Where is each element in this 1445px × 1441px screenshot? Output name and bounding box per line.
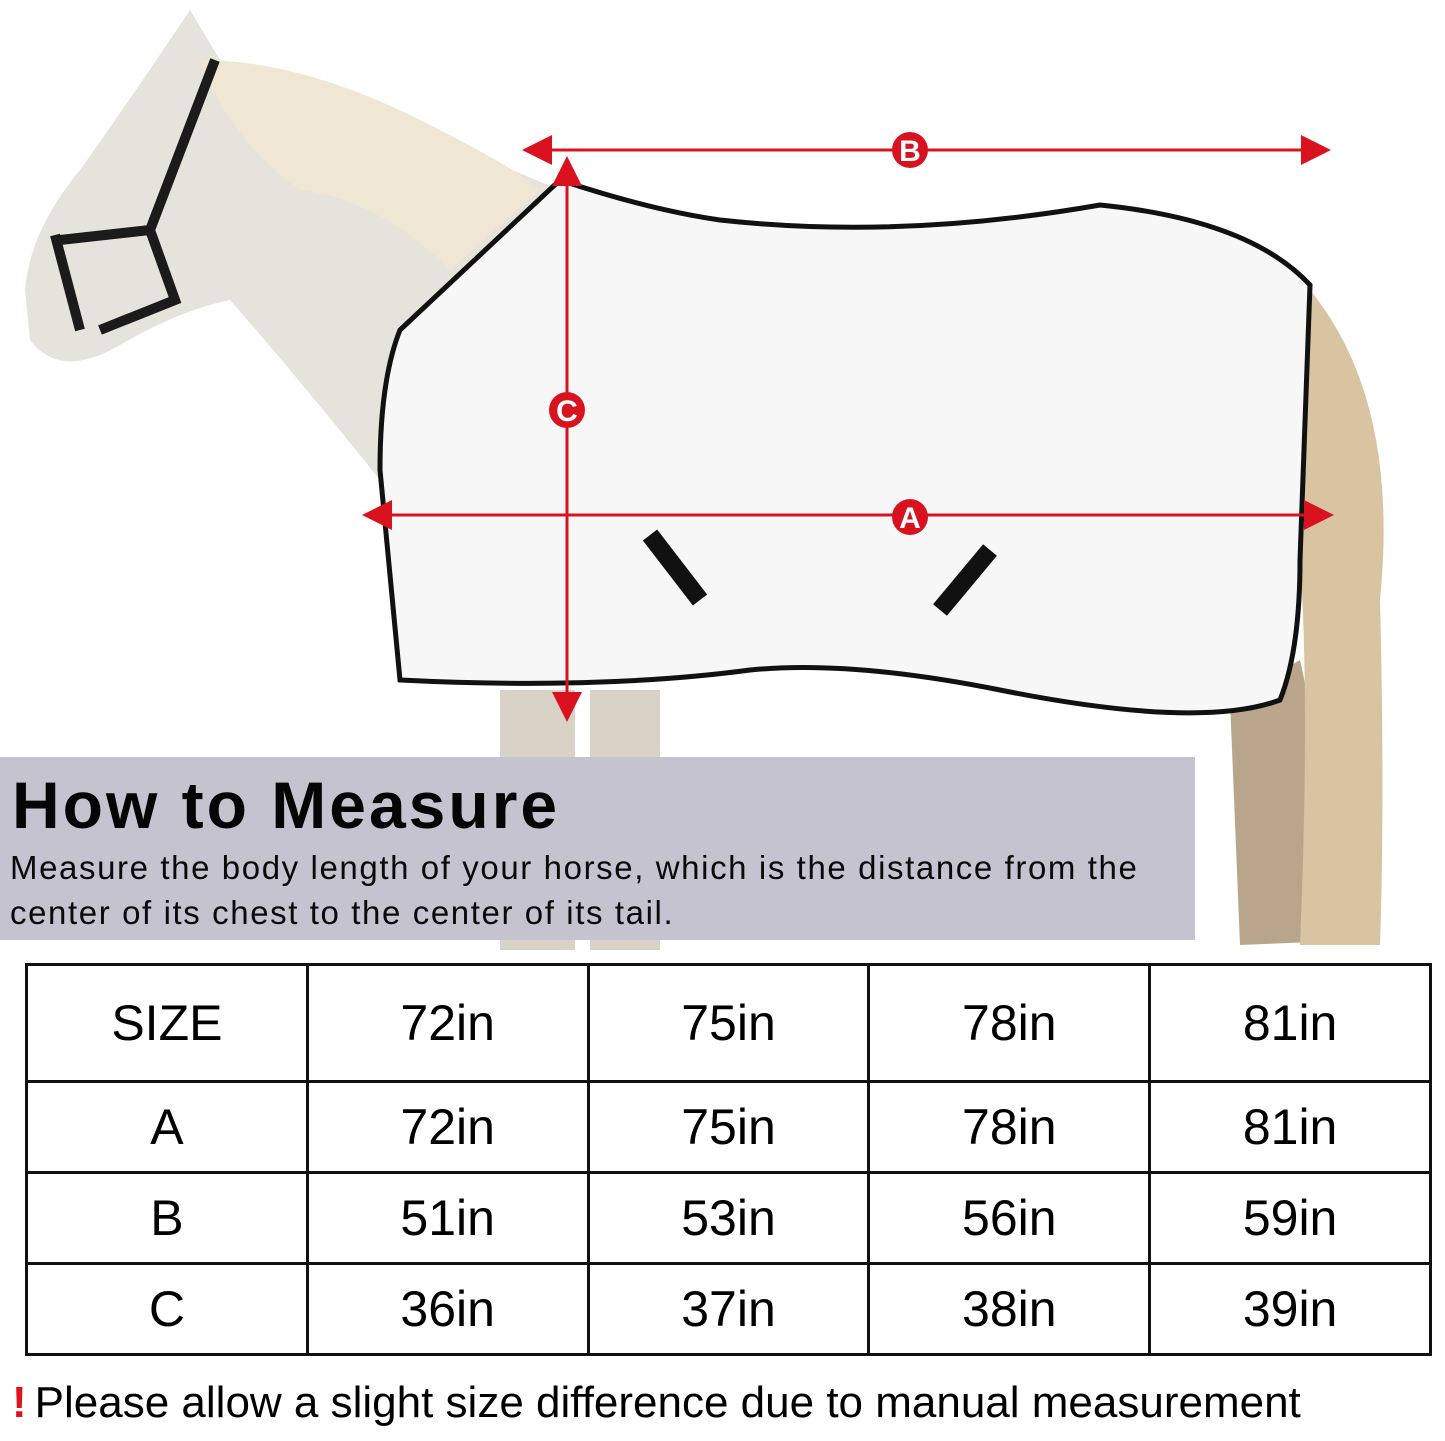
note-text: Please allow a slight size difference du… bbox=[34, 1378, 1301, 1427]
table-cell: 37in bbox=[586, 1262, 871, 1356]
table-cell: 75in bbox=[586, 963, 871, 1083]
table-cell: 72in bbox=[305, 963, 590, 1083]
table-row: B 51in 53in 56in 59in bbox=[25, 1171, 1432, 1265]
how-to-description: Measure the body length of your horse, w… bbox=[10, 849, 1139, 931]
sheet-strap bbox=[642, 529, 997, 616]
table-cell: 81in bbox=[1148, 963, 1432, 1083]
halter bbox=[50, 58, 220, 335]
label-a: A bbox=[899, 502, 921, 535]
size-table: SIZE 72in 75in 78in 81in A 72in 75in 78i… bbox=[25, 963, 1432, 1356]
table-cell: B bbox=[25, 1171, 309, 1265]
table-cell: SIZE bbox=[25, 963, 309, 1083]
table-header-row: SIZE 72in 75in 78in 81in bbox=[25, 963, 1432, 1083]
table-cell: 59in bbox=[1148, 1171, 1432, 1265]
measure-arrow-b: B bbox=[522, 132, 1331, 168]
table-cell: C bbox=[25, 1262, 309, 1356]
table-cell: 38in bbox=[867, 1262, 1152, 1356]
table-cell: 36in bbox=[305, 1262, 590, 1356]
how-to-title: How to Measure bbox=[12, 768, 561, 842]
table-cell: 78in bbox=[867, 1080, 1152, 1174]
table-cell: 56in bbox=[867, 1171, 1152, 1265]
horse-tail bbox=[1300, 290, 1384, 945]
table-row: A 72in 75in 78in 81in bbox=[25, 1080, 1432, 1174]
table-cell: 72in bbox=[305, 1080, 590, 1174]
horse-mane bbox=[200, 60, 540, 270]
table-cell: 51in bbox=[305, 1171, 590, 1265]
table-cell: A bbox=[25, 1080, 309, 1174]
table-cell: 81in bbox=[1148, 1080, 1432, 1174]
fly-sheet bbox=[377, 177, 1313, 716]
measure-arrow-a: A bbox=[362, 499, 1334, 535]
table-cell: 75in bbox=[586, 1080, 871, 1174]
measure-arrow-c: C bbox=[549, 156, 585, 722]
exclamation-icon: ! bbox=[12, 1378, 27, 1427]
table-cell: 53in bbox=[586, 1171, 871, 1265]
label-b: B bbox=[899, 135, 921, 168]
table-row: C 36in 37in 38in 39in bbox=[25, 1262, 1432, 1356]
table-cell: 39in bbox=[1148, 1262, 1432, 1356]
measurement-note: ! Please allow a slight size difference d… bbox=[12, 1378, 1301, 1428]
horse-photo: B A C bbox=[25, 10, 1384, 950]
how-to-measure-panel: How to Measure Measure the body length o… bbox=[0, 757, 1195, 940]
label-c: C bbox=[556, 395, 578, 428]
table-cell: 78in bbox=[867, 963, 1152, 1083]
